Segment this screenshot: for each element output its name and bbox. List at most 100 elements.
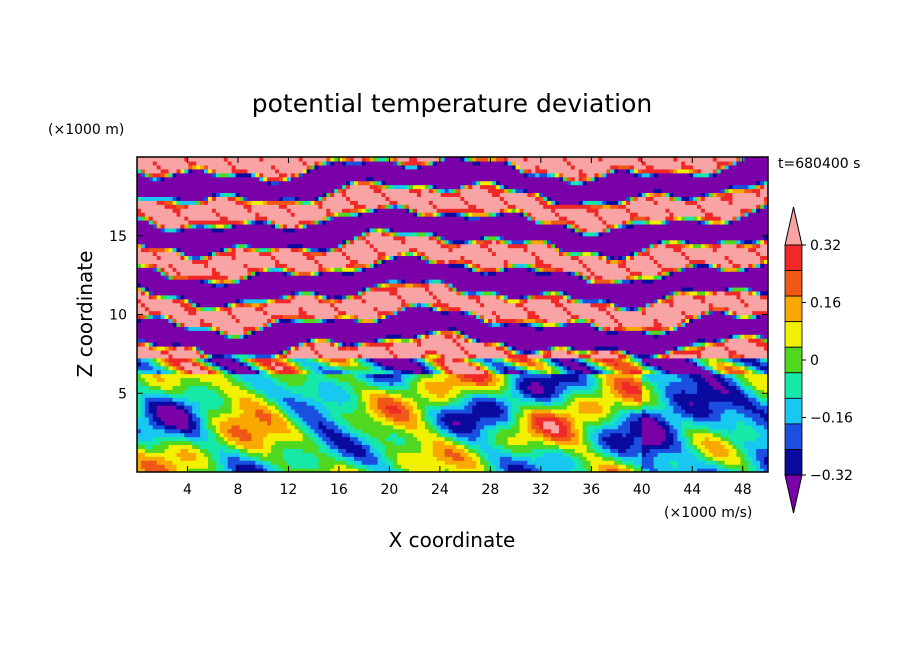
heatmap-cell [302, 412, 308, 418]
heatmap-cell [243, 412, 249, 418]
heatmap-cell [633, 397, 639, 402]
heatmap-cell [555, 353, 560, 359]
heatmap-cell [389, 420, 394, 426]
heatmap-cell [460, 349, 465, 355]
heatmap-cell [267, 385, 272, 390]
heatmap-cell [369, 464, 375, 469]
heatmap-cell [176, 405, 181, 410]
heatmap-cell [464, 405, 469, 410]
heatmap-cell [428, 381, 434, 386]
heatmap-cell [740, 401, 745, 406]
heatmap-cell [736, 381, 741, 386]
heatmap-cell [148, 409, 154, 414]
heatmap-cell [736, 424, 741, 430]
heatmap-cell [566, 373, 572, 379]
heatmap-cell [192, 353, 197, 359]
heatmap-cell [365, 373, 371, 379]
heatmap-cell [330, 361, 335, 367]
heatmap-cell [708, 373, 714, 379]
heatmap-cell [137, 389, 142, 394]
heatmap-cell [570, 365, 576, 371]
heatmap-cell [677, 444, 682, 449]
heatmap-cell [594, 349, 600, 355]
heatmap-cell [353, 405, 359, 410]
heatmap-cell [215, 369, 221, 375]
heatmap-cell [401, 393, 406, 398]
heatmap-cell [385, 369, 390, 375]
heatmap-cell [188, 381, 193, 386]
heatmap-cell [440, 385, 446, 390]
heatmap-cell [204, 412, 209, 418]
heatmap-cell [278, 440, 284, 446]
heatmap-cell [685, 448, 690, 453]
heatmap-cell [172, 357, 178, 363]
heatmap-cell [298, 401, 304, 406]
heatmap-cell [207, 409, 213, 414]
heatmap-cell [211, 377, 217, 383]
heatmap-cell [184, 365, 189, 371]
heatmap-cell [464, 412, 469, 418]
heatmap-cell [306, 369, 312, 375]
heatmap-cell [499, 409, 505, 414]
heatmap-cell [626, 468, 631, 472]
heatmap-cell [629, 393, 635, 398]
heatmap-cell [551, 353, 556, 359]
heatmap-cell [511, 409, 517, 414]
heatmap-cell [693, 401, 698, 406]
heatmap-cell [555, 369, 560, 375]
heatmap-cell [223, 444, 229, 449]
heatmap-cell [188, 420, 193, 426]
heatmap-cell [570, 405, 576, 410]
heatmap-cell [476, 452, 481, 457]
heatmap-cell [764, 361, 768, 367]
heatmap-cell [728, 436, 734, 442]
heatmap-cell [259, 397, 264, 402]
heatmap-cell [448, 444, 454, 449]
heatmap-cell [314, 381, 320, 386]
heatmap-cell [302, 349, 308, 355]
heatmap-cell [405, 365, 410, 371]
heatmap-cell [716, 349, 722, 355]
heatmap-cell [349, 401, 355, 406]
heatmap-cell [495, 416, 501, 422]
heatmap-cell [464, 409, 469, 414]
heatmap-cell [349, 412, 355, 418]
heatmap-cell [231, 456, 237, 461]
heatmap-cell [255, 405, 260, 410]
heatmap-cell [689, 373, 694, 379]
heatmap-cell [629, 397, 635, 402]
heatmap-cell [724, 416, 730, 422]
heatmap-cell [610, 440, 615, 446]
heatmap-cell [472, 353, 477, 359]
heatmap-cell [574, 405, 580, 410]
heatmap-cell [432, 460, 438, 465]
heatmap-cell [669, 464, 674, 469]
heatmap-cell [452, 464, 458, 469]
heatmap-cell [365, 369, 371, 375]
heatmap-cell [665, 448, 671, 453]
heatmap-cell [413, 432, 418, 438]
heatmap-cell [744, 448, 749, 453]
heatmap-cell [377, 377, 383, 383]
heatmap-cell [740, 377, 745, 383]
heatmap-cell [349, 353, 355, 359]
heatmap-cell [184, 440, 189, 446]
heatmap-cell [184, 353, 189, 359]
heatmap-cell [361, 420, 367, 426]
heatmap-cell [227, 389, 233, 394]
heatmap-cell [140, 448, 146, 453]
heatmap-cell [732, 428, 738, 434]
heatmap-cell [543, 393, 548, 398]
heatmap-cell [314, 468, 320, 472]
heatmap-cell [302, 365, 308, 371]
heatmap-cell [137, 373, 142, 379]
heatmap-cell [472, 412, 477, 418]
heatmap-cell [278, 444, 284, 449]
heatmap-cell [353, 377, 359, 383]
heatmap-cell [480, 468, 485, 472]
heatmap-cell [338, 405, 343, 410]
heatmap-cell [432, 448, 438, 453]
heatmap-cell [460, 436, 465, 442]
heatmap-cell [645, 385, 651, 390]
heatmap-cell [712, 361, 718, 367]
